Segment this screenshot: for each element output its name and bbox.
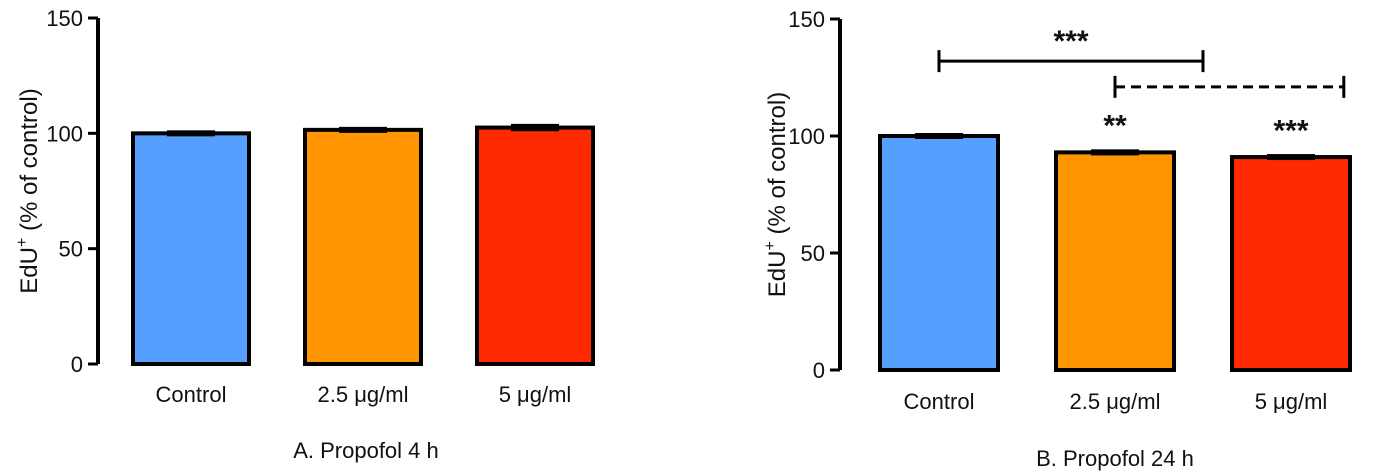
y-tick-label: 0: [813, 358, 825, 383]
error-bar: [1267, 154, 1315, 161]
bar-2: [1054, 150, 1176, 372]
chart-title: B. Propofol 24 h: [1036, 446, 1194, 471]
error-bar: [339, 126, 387, 133]
chart-title: A. Propofol 4 h: [293, 438, 439, 463]
bar-1: [131, 131, 251, 366]
bracket-label: ***: [1053, 25, 1088, 58]
y-tick-label: 0: [71, 352, 83, 377]
x-category-label: 2.5 μg/ml: [318, 382, 409, 407]
bar-2: [303, 127, 423, 366]
significance-label: **: [1103, 109, 1127, 142]
chart-panel-b: 0 50 100 150 EdU+ (% of control) Control 2.5 μ…: [762, 7, 1352, 471]
error-bar: [1091, 149, 1139, 156]
chart-panel-a: 0 50 100 150 EdU+ (% of control) Control 2.5 μ…: [14, 6, 595, 463]
x-category-label: Control: [156, 382, 227, 407]
bar-1: [878, 134, 1000, 372]
x-category-label: 2.5 μg/ml: [1070, 389, 1161, 414]
y-tick-label: 50: [801, 241, 825, 266]
y-axis-label: EdU+ (% of control): [762, 92, 791, 297]
bar-3: [1230, 155, 1352, 372]
error-bar: [915, 133, 963, 139]
significance-label: ***: [1273, 115, 1308, 148]
y-tick-label: 50: [59, 237, 83, 262]
y-tick-label: 150: [46, 6, 83, 31]
x-category-label: 5 μg/ml: [1255, 389, 1328, 414]
error-bar: [167, 130, 215, 137]
y-tick-label: 100: [788, 124, 825, 149]
y-axis-label: EdU+ (% of control): [14, 88, 43, 293]
error-bar: [511, 123, 559, 132]
bar-3: [475, 125, 595, 366]
x-category-label: 5 μg/ml: [499, 382, 572, 407]
y-tick-label: 100: [46, 121, 83, 146]
x-category-label: Control: [904, 389, 975, 414]
y-tick-label: 150: [788, 7, 825, 32]
